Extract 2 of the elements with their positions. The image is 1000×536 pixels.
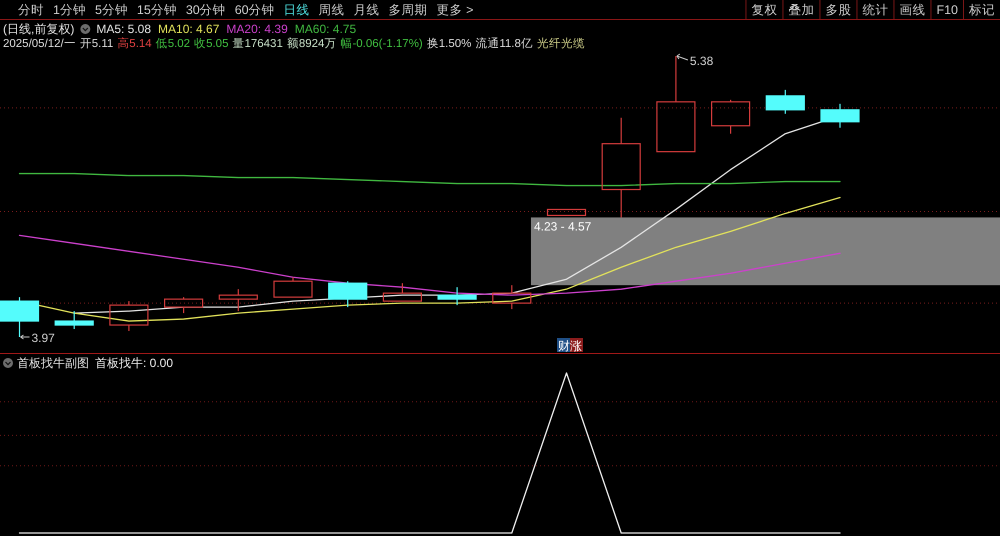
title: 首板找牛副图 [17, 356, 89, 370]
title: (日线,前复权) [3, 22, 74, 36]
